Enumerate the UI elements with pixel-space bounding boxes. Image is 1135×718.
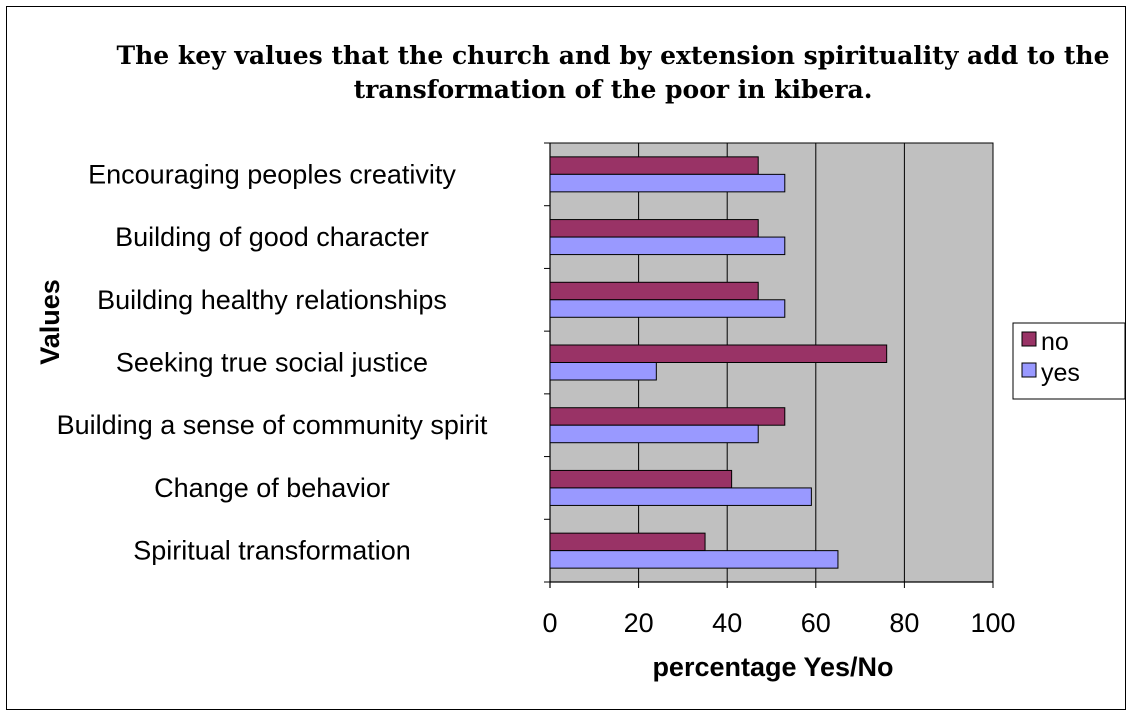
bar-no [549, 469, 733, 489]
bar-yes [549, 362, 657, 381]
bar-yes [549, 487, 812, 506]
category-label: Building of good character [115, 222, 429, 252]
legend-label-no: no [1041, 328, 1069, 356]
bar-no [549, 344, 888, 363]
bar-yes [549, 299, 786, 318]
x-axis-title: percentage Yes/No [652, 652, 893, 682]
x-tick-label-80: 80 [889, 608, 919, 638]
bar-chart: The key values that the church and by ex… [35, 41, 1125, 682]
legend-swatch-no [1021, 331, 1037, 347]
category-label: Building a sense of community spirit [57, 410, 488, 440]
x-tick-label-100: 100 [970, 608, 1015, 638]
x-tick-label-0: 0 [542, 608, 557, 638]
legend: no yes [1012, 322, 1125, 400]
category-label: Spiritual transformation [133, 536, 411, 566]
bar-no [549, 281, 759, 301]
bar-yes [549, 236, 786, 256]
bar-no [549, 156, 759, 175]
x-tick-label-40: 40 [712, 608, 742, 638]
y-axis-title: Values [35, 279, 65, 365]
legend-label-yes: yes [1041, 359, 1080, 387]
category-label: Encouraging peoples creativity [88, 159, 456, 189]
chart-title-line-1: The key values that the church and by ex… [117, 41, 1110, 70]
category-label: Seeking true social justice [116, 348, 428, 378]
bar-yes [549, 173, 786, 193]
legend-swatch-yes [1021, 362, 1037, 378]
chart-title-line-2: transformation of the poor in kibera. [354, 75, 873, 104]
bar-yes [549, 424, 759, 444]
bar-no [549, 532, 706, 552]
bar-yes [549, 550, 839, 569]
plot-area: 0 20 40 60 80 100 Encouraging peoples creativi… [57, 142, 1016, 638]
x-tick-label-60: 60 [801, 608, 831, 638]
bar-no [549, 219, 759, 238]
category-label: Building healthy relationships [97, 285, 447, 315]
x-tick-label-20: 20 [624, 608, 654, 638]
category-label: Change of behavior [154, 473, 390, 503]
chart-frame: The key values that the church and by ex… [6, 6, 1126, 710]
bar-no [549, 407, 786, 426]
